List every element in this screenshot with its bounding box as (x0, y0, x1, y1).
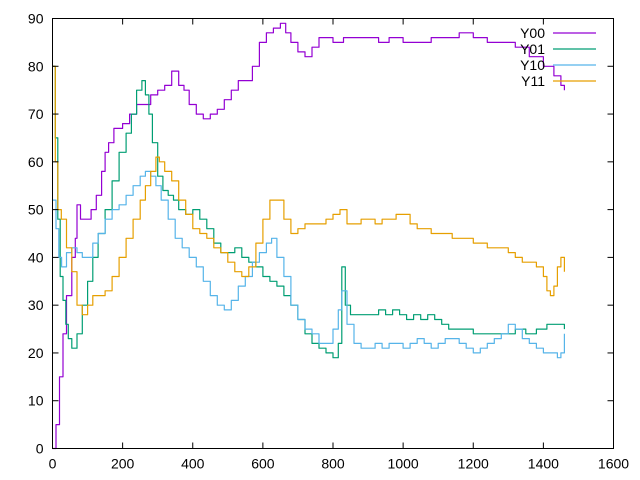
y-tick-label: 40 (28, 249, 44, 265)
x-tick-label: 1600 (598, 456, 629, 472)
x-tick-label: 1400 (528, 456, 559, 472)
y-tick-label: 60 (28, 154, 44, 170)
y-tick-label: 50 (28, 202, 44, 218)
legend-label-y00: Y00 (520, 25, 545, 41)
series-line-y10 (52, 170, 565, 359)
y-tick-label: 30 (28, 297, 44, 313)
x-tick-label: 600 (251, 456, 275, 472)
y-tick-label: 90 (28, 11, 44, 27)
axis-tick-labels: 0 200 400 600 800 1000 1200 1400 1600 0 10 20 30 40 50… (28, 11, 629, 472)
legend-label-y10: Y10 (520, 57, 545, 73)
y-tick-label: 70 (28, 106, 44, 122)
y-tick-label: 80 (28, 58, 44, 74)
axis-ticks (52, 18, 614, 449)
legend-label-y11: Y11 (521, 73, 545, 89)
y-tick-label: 0 (36, 441, 44, 457)
series-line-y01 (52, 65, 565, 359)
x-tick-label: 200 (111, 456, 135, 472)
y-tick-label: 20 (28, 345, 44, 361)
x-tick-label: 400 (181, 456, 205, 472)
x-tick-label: 0 (49, 456, 57, 472)
y-tick-label: 10 (28, 393, 44, 409)
plot-lines (52, 22, 565, 450)
series-line-y00 (52, 22, 565, 450)
legend-label-y01: Y01 (520, 41, 545, 57)
x-tick-label: 800 (321, 456, 345, 472)
x-tick-label: 1200 (458, 456, 489, 472)
x-tick-label: 1000 (388, 456, 419, 472)
series-line-y11 (52, 65, 565, 316)
